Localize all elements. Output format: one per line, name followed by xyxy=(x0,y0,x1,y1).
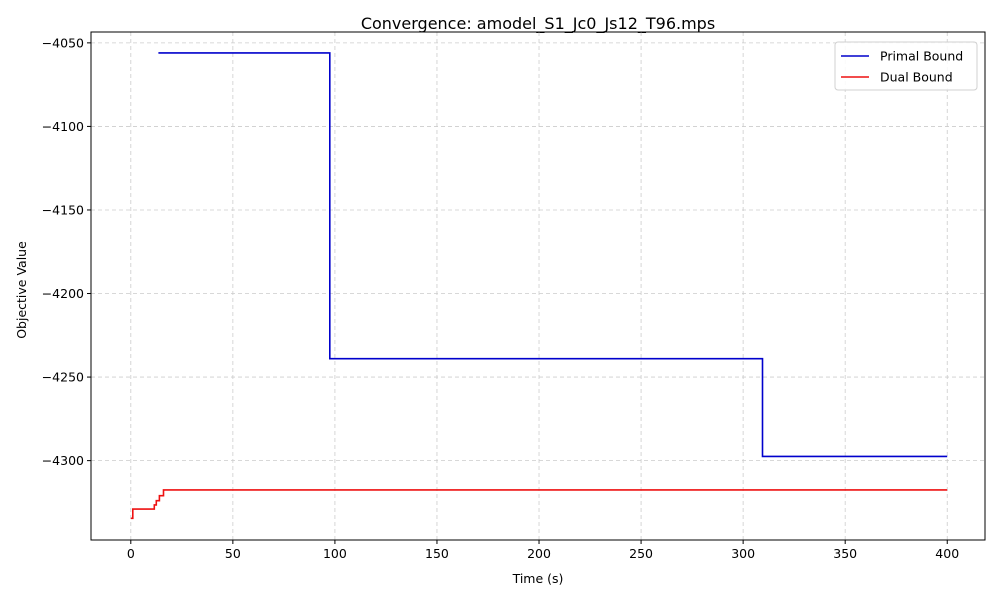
x-tick-label: 50 xyxy=(225,546,241,561)
x-tick-label: 350 xyxy=(833,546,857,561)
primal-bound-line xyxy=(158,52,948,458)
y-tick-label: −4100 xyxy=(42,119,84,134)
y-tick-label: −4200 xyxy=(42,286,84,301)
axis-ticks: 0 50 100 150 200 250 300 350 400 −4050 −4100 −4150 −… xyxy=(42,35,960,561)
legend-label-dual-bound: Dual Bound xyxy=(880,70,953,85)
legend: Primal Bound Dual Bound xyxy=(834,41,978,91)
dual-bound-line xyxy=(130,489,948,520)
y-tick-label: −4050 xyxy=(42,35,84,50)
legend-label-primal-bound: Primal Bound xyxy=(880,49,963,64)
x-axis-label: Time (s) xyxy=(512,571,564,586)
x-tick-label: 100 xyxy=(323,546,347,561)
x-tick-label: 200 xyxy=(527,546,551,561)
x-tick-label: 0 xyxy=(127,546,135,561)
plot-series xyxy=(130,52,948,520)
y-axis-label: Objective Value xyxy=(14,241,29,339)
y-tick-label: −4300 xyxy=(42,453,84,468)
x-tick-label: 150 xyxy=(425,546,449,561)
y-tick-label: −4150 xyxy=(42,202,84,217)
legend-box xyxy=(834,41,978,91)
y-tick-label: −4250 xyxy=(42,370,84,385)
plot-area-frame xyxy=(90,31,986,541)
x-tick-label: 250 xyxy=(629,546,653,561)
x-tick-label: 300 xyxy=(731,546,755,561)
x-tick-label: 400 xyxy=(935,546,959,561)
chart-title: Convergence: amodel_S1_Jc0_Js12_T96.mps xyxy=(361,14,715,34)
